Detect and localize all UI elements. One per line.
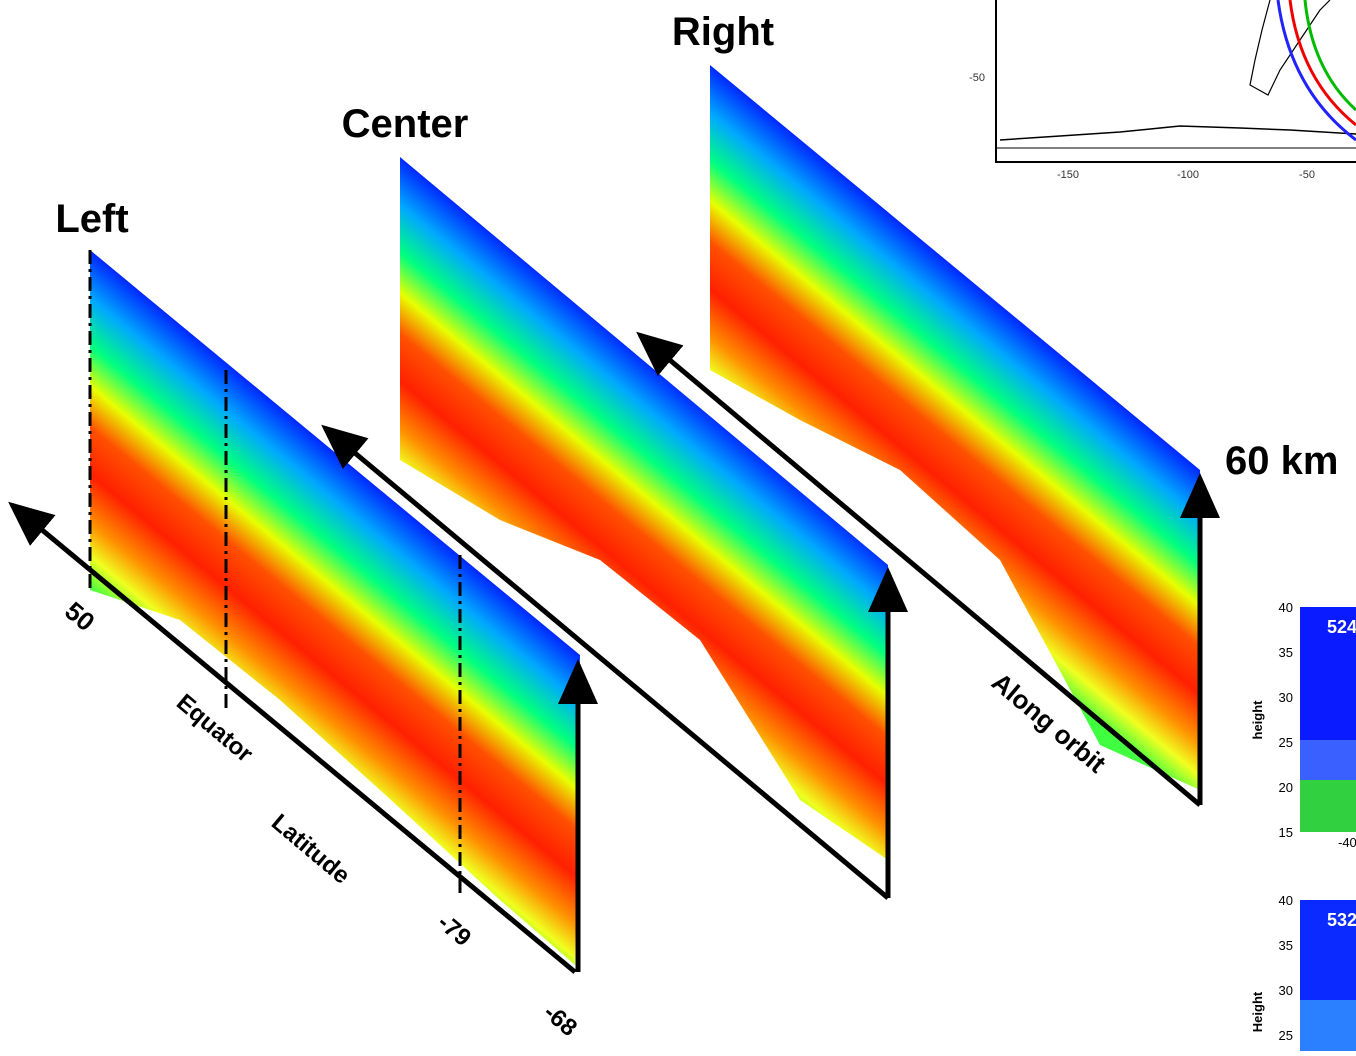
inset-y-label: Height: [1250, 991, 1265, 1032]
map-x-tick: -150: [1057, 169, 1079, 181]
inset-y-tick: 30: [1279, 983, 1293, 998]
height-label: 60 km: [1225, 439, 1338, 483]
panel-title: Left: [55, 197, 128, 241]
map-y-tick: -50: [969, 72, 985, 84]
figure: -50 -150 -100 -50 Left Center Right 60 k…: [0, 0, 1356, 1051]
inset-plot: 524 height 40 35 30 25 20 15 -40: [1235, 572, 1356, 865]
inset-y-tick: 40: [1279, 893, 1293, 908]
map-inset: -50 -150 -100 -50: [969, 0, 1356, 181]
inset-y-tick: 40: [1279, 600, 1293, 615]
latitude-label: Latitude: [266, 809, 355, 890]
inset-plot: 532 Height 40 35 30 25: [1235, 865, 1356, 1051]
panel-title: Right: [672, 10, 774, 54]
inset-y-tick: 25: [1279, 735, 1293, 750]
inset-image: [1300, 1000, 1356, 1051]
inset-y-tick: 30: [1279, 690, 1293, 705]
lat-tick: -79: [432, 909, 476, 952]
map-x-tick: -100: [1177, 169, 1199, 181]
page: {"labels":{"left":"Left","center":"Cente…: [0, 0, 1356, 1051]
inset-x-tick: -40: [1338, 835, 1356, 850]
inset-label: 532: [1327, 910, 1356, 930]
map-x-tick: -50: [1299, 169, 1315, 181]
inset-image: [1300, 740, 1356, 780]
panel-title: Center: [342, 102, 469, 146]
inset-y-tick: 35: [1279, 938, 1293, 953]
inset-y-tick: 25: [1279, 1028, 1293, 1043]
inset-y-tick: 15: [1279, 825, 1293, 840]
map-frame: [996, 0, 1356, 162]
inset-label: 524: [1327, 617, 1356, 637]
inset-y-label: height: [1250, 700, 1265, 740]
lat-tick: 50: [59, 596, 100, 638]
inset-y-tick: 35: [1279, 645, 1293, 660]
lat-tick: -68: [538, 999, 582, 1042]
inset-image: [1300, 780, 1356, 832]
inset-y-tick: 20: [1279, 780, 1293, 795]
